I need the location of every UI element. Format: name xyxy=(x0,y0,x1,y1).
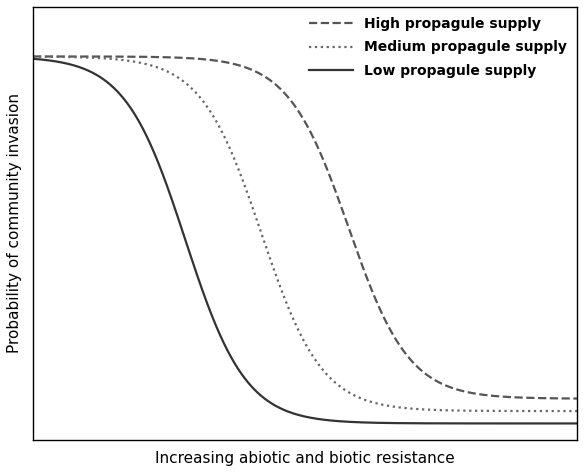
Line: High propagule supply: High propagule supply xyxy=(33,56,577,399)
High propagule supply xyxy=(573,396,580,402)
Medium propagule supply xyxy=(269,263,276,269)
Line: Medium propagule supply: Medium propagule supply xyxy=(33,57,577,411)
Medium propagule supply xyxy=(464,408,471,413)
High propagule supply xyxy=(249,68,256,73)
Low propagule supply xyxy=(464,420,471,426)
Line: Low propagule supply: Low propagule supply xyxy=(33,59,577,423)
Low propagule supply xyxy=(85,68,92,74)
High propagule supply xyxy=(85,53,92,59)
Medium propagule supply xyxy=(454,408,461,413)
Medium propagule supply xyxy=(403,405,410,411)
Low propagule supply xyxy=(573,420,580,426)
Low propagule supply xyxy=(403,420,410,426)
High propagule supply xyxy=(464,389,471,395)
Y-axis label: Probability of community invasion: Probability of community invasion xyxy=(7,94,22,353)
High propagule supply xyxy=(403,352,410,358)
Medium propagule supply xyxy=(30,54,37,60)
High propagule supply xyxy=(454,387,461,393)
X-axis label: Increasing abiotic and biotic resistance: Increasing abiotic and biotic resistance xyxy=(155,451,455,466)
High propagule supply xyxy=(269,79,276,85)
High propagule supply xyxy=(30,53,37,59)
Low propagule supply xyxy=(454,420,461,426)
Medium propagule supply xyxy=(573,408,580,414)
Medium propagule supply xyxy=(249,206,256,212)
Low propagule supply xyxy=(269,401,276,407)
Medium propagule supply xyxy=(85,55,92,61)
Legend: High propagule supply, Medium propagule supply, Low propagule supply: High propagule supply, Medium propagule … xyxy=(303,11,573,84)
Low propagule supply xyxy=(249,385,256,391)
Low propagule supply xyxy=(30,56,37,61)
